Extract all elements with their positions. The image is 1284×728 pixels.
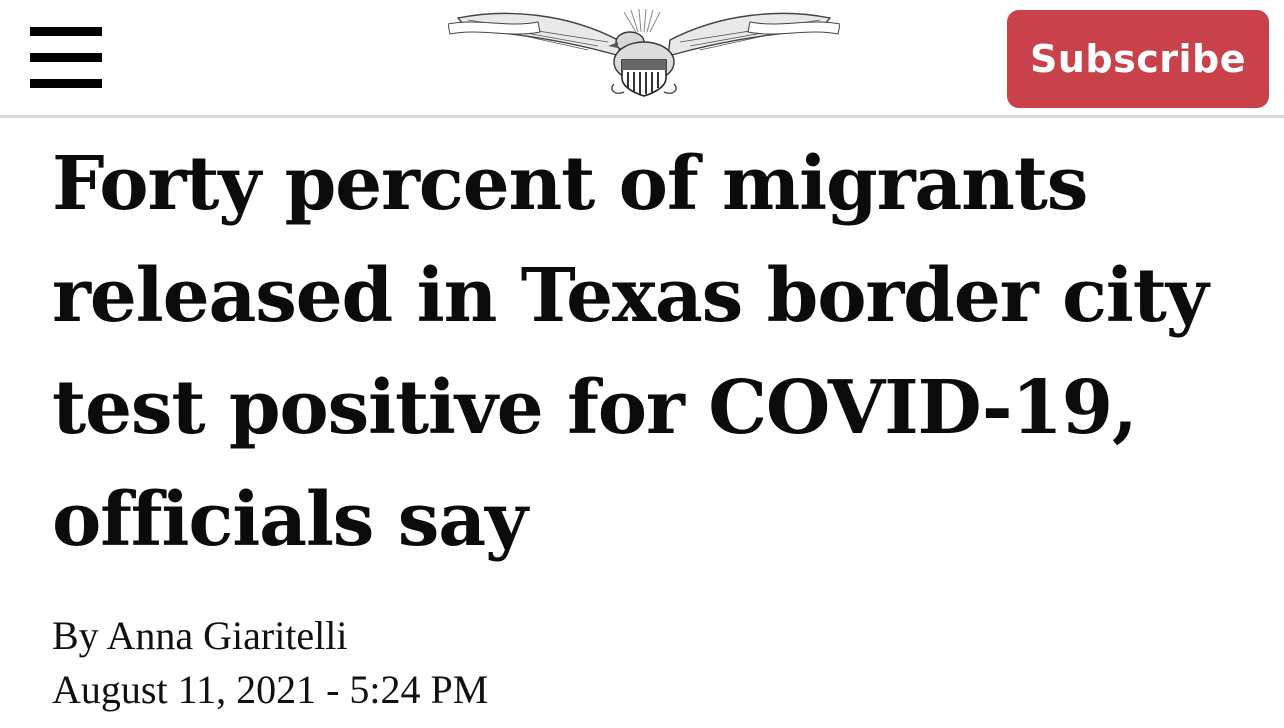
eagle-emblem-icon[interactable] [448, 4, 840, 100]
subscribe-button[interactable]: Subscribe [1007, 10, 1269, 108]
article-headline: Forty percent of migrants released in Te… [52, 141, 1209, 563]
menu-bar [30, 53, 102, 62]
byline-prefix: By [52, 613, 107, 658]
author-link[interactable]: Anna Giaritelli [106, 613, 348, 658]
menu-bar [30, 27, 102, 36]
hamburger-menu-icon[interactable] [30, 27, 102, 89]
site-header: Subscribe [0, 0, 1284, 118]
byline: By Anna Giaritelli [52, 610, 348, 662]
publish-date: August 11, 2021 - 5:24 PM [52, 667, 489, 712]
menu-bar [30, 79, 102, 88]
